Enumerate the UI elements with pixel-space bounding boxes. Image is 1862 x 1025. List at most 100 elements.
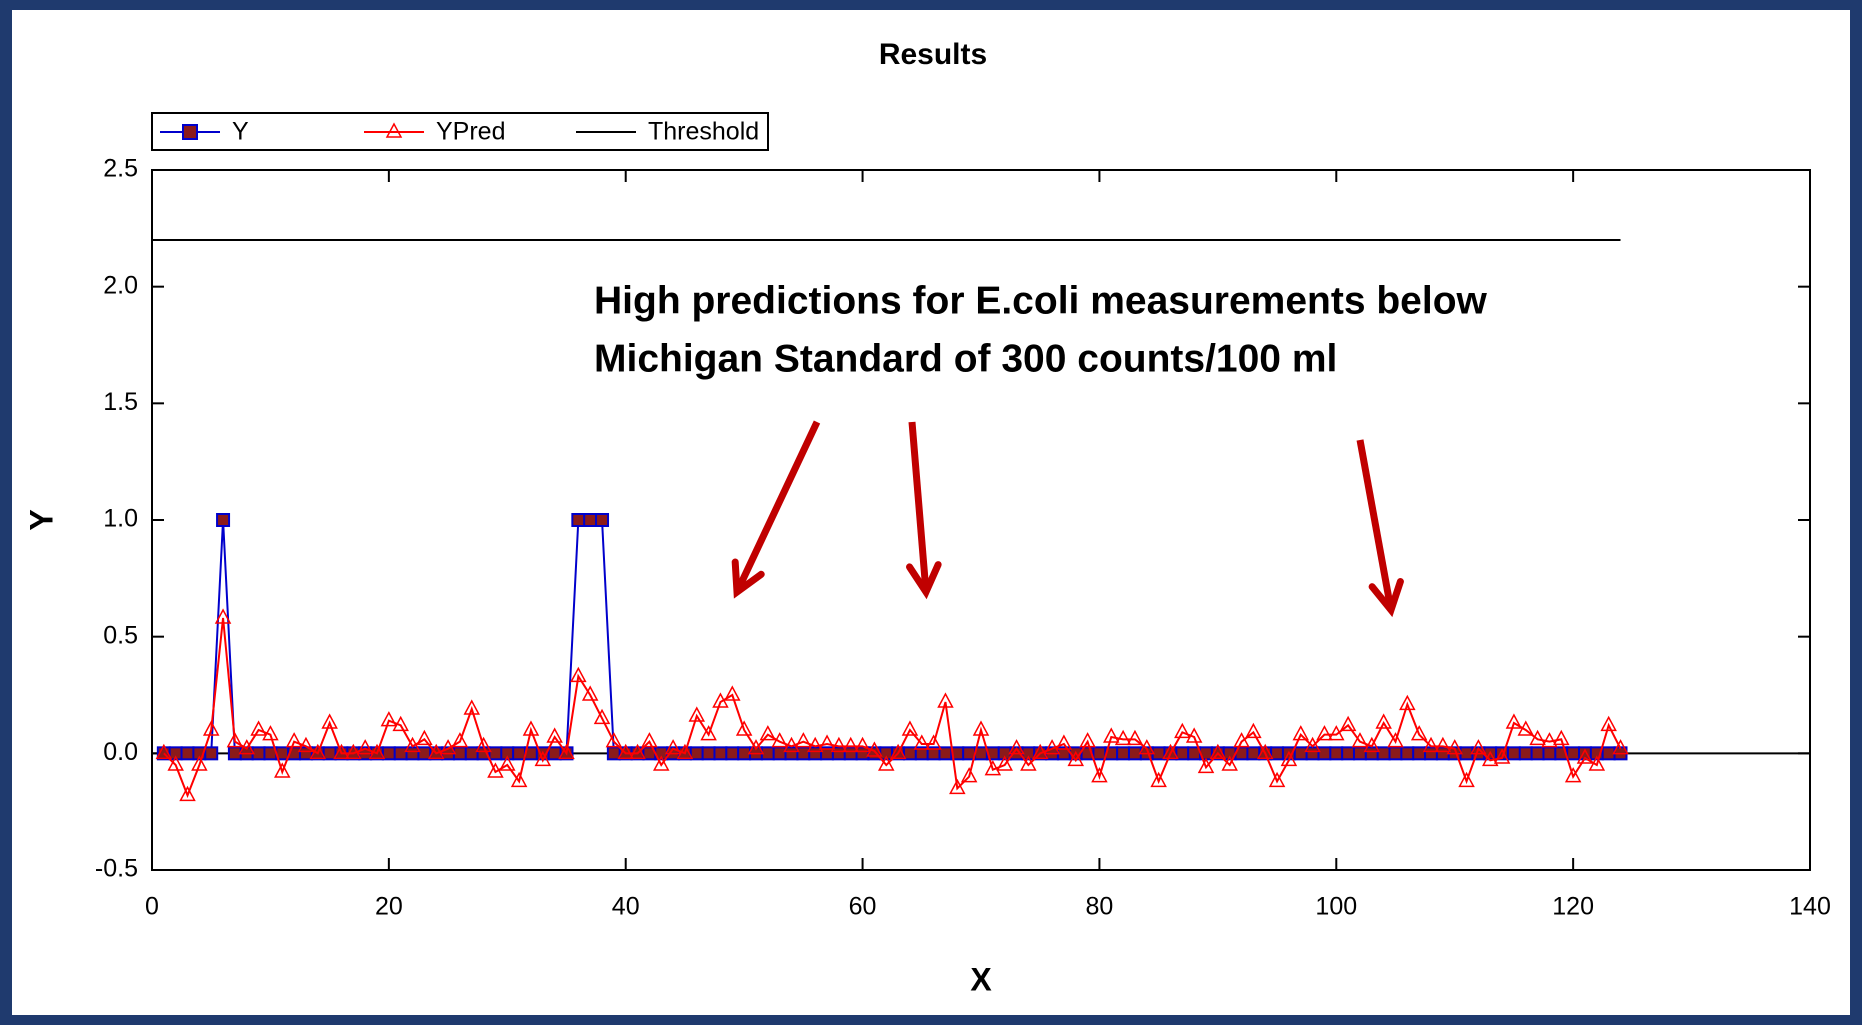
ypred-marker (1067, 750, 1084, 767)
ypred-marker (889, 743, 907, 760)
legend-label: Y (232, 118, 249, 146)
ypred-marker (1197, 757, 1215, 774)
y-marker (1400, 746, 1415, 761)
y-marker (1305, 746, 1320, 761)
ypred-marker (842, 736, 859, 753)
y-marker (1518, 746, 1533, 761)
ypred-marker (274, 762, 291, 778)
ypred-marker (937, 692, 954, 708)
ypred-marker (724, 685, 741, 701)
ypred-marker (783, 736, 800, 753)
y-tick-label: 0.5 (103, 621, 138, 649)
y-marker (713, 746, 728, 761)
ypred-marker (202, 720, 220, 736)
ypred-marker (1138, 739, 1156, 755)
ypred-marker (1351, 732, 1369, 748)
ypred-marker (499, 755, 516, 771)
y-marker (1530, 746, 1545, 761)
series-line (163, 617, 1622, 799)
legend-marker (182, 124, 198, 140)
legend-box (151, 112, 769, 151)
ypred-marker (368, 743, 386, 760)
y-marker (571, 513, 586, 527)
ypred-marker (262, 725, 279, 741)
annotation: High predictions for E.coli measurements… (594, 279, 1488, 322)
ypred-marker (759, 725, 777, 741)
ypred-marker (1339, 715, 1357, 732)
ypred-marker (1399, 694, 1416, 711)
ypred-marker (1481, 750, 1499, 767)
y-marker (405, 746, 420, 761)
ypred-marker (463, 699, 481, 715)
arrow-head (1368, 578, 1404, 618)
y-marker (1424, 746, 1439, 761)
ypred-marker (747, 739, 765, 755)
ypred-marker (356, 739, 374, 755)
annotation: Michigan Standard of 300 counts/100 ml (594, 337, 1337, 380)
arrow-head (906, 561, 942, 600)
ypred-marker (1328, 725, 1345, 741)
y-marker (204, 746, 219, 761)
ypred-marker (1387, 732, 1404, 748)
ypred-marker (392, 715, 409, 732)
y-marker (1246, 746, 1261, 761)
y-marker (1293, 746, 1308, 761)
y-marker (595, 513, 610, 527)
x-tick-label: 80 (1086, 893, 1114, 921)
ypred-marker (878, 755, 895, 771)
ypred-marker (309, 743, 327, 760)
ypred-marker (854, 736, 871, 753)
y-marker (772, 746, 787, 761)
y-marker (547, 746, 562, 761)
ypred-marker (179, 785, 196, 802)
y-marker (1317, 746, 1332, 761)
ypred-marker (949, 778, 966, 795)
plot-frame (151, 169, 1811, 871)
ypred-marker (1233, 732, 1250, 748)
ypred-marker (913, 734, 931, 750)
ypred-marker (712, 692, 729, 708)
y-tick-label: 1.5 (103, 388, 138, 416)
ypred-marker (1434, 736, 1452, 753)
y-marker (1412, 746, 1427, 761)
y-marker (381, 746, 396, 761)
annotation-arrow (733, 420, 821, 594)
ypred-marker (1055, 734, 1073, 750)
y-marker (1352, 746, 1367, 761)
annotation-arrow (1356, 439, 1395, 611)
ypred-marker (451, 732, 469, 748)
ypred-marker (1185, 727, 1203, 743)
ypred-marker (1020, 755, 1037, 771)
ypred-marker (1091, 767, 1108, 783)
y-marker (701, 746, 716, 761)
y-marker (796, 746, 811, 761)
ypred-marker (416, 729, 433, 746)
y-marker (1329, 746, 1344, 761)
y-marker (322, 746, 337, 761)
ypred-marker (427, 743, 445, 760)
x-tick-label: 20 (375, 893, 403, 921)
ypred-marker (901, 720, 919, 736)
y-marker (464, 746, 479, 761)
y-tick-label: -0.5 (95, 855, 138, 883)
ypred-marker (487, 762, 504, 778)
ypred-marker (1446, 739, 1463, 755)
ypred-marker (226, 732, 244, 748)
y-marker (1566, 746, 1581, 761)
ypred-marker (380, 711, 398, 727)
ypred-marker (1268, 771, 1286, 788)
ypred-marker (155, 743, 173, 760)
ypred-marker (333, 743, 350, 760)
x-tick-label: 60 (849, 893, 877, 921)
ypred-marker (534, 750, 552, 767)
ypred-marker (558, 743, 575, 760)
y-marker (583, 513, 598, 527)
y-tick-label: 0.0 (103, 738, 138, 766)
y-marker (216, 513, 231, 527)
x-tick-label: 100 (1315, 893, 1357, 921)
ypred-marker (1174, 722, 1191, 739)
ypred-marker (1588, 755, 1606, 771)
ypred-marker (1292, 725, 1310, 741)
